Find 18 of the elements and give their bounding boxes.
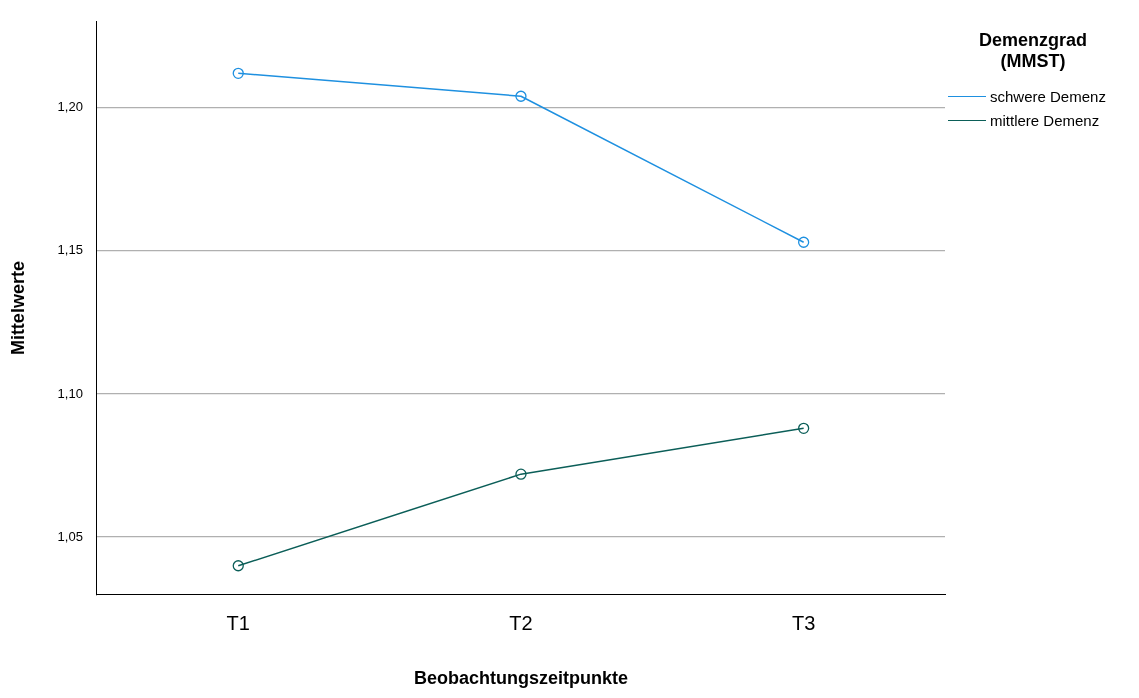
x-axis-title: Beobachtungszeitpunkte — [413, 668, 628, 689]
y-tick-label: 1,10 — [57, 385, 83, 401]
legend-title: Demenzgrad (MMST) — [978, 30, 1088, 72]
y-tick-label: 1,05 — [57, 528, 83, 544]
x-tick-label: T2 — [509, 611, 533, 634]
x-tick-label: T1 — [226, 611, 250, 634]
legend-label: mittlere Demenz — [990, 111, 1100, 129]
y-tick-label: 1,20 — [57, 99, 83, 115]
y-axis-title: Mittelwerte — [7, 261, 28, 356]
point — [515, 90, 527, 102]
y-tick-label: 1,15 — [57, 242, 83, 258]
point — [798, 422, 810, 434]
x-tick-label: T3 — [791, 611, 816, 634]
point — [232, 560, 244, 572]
point — [798, 236, 810, 248]
legend-label: schwere Demenz — [990, 87, 1106, 105]
point — [232, 67, 244, 79]
point — [515, 468, 527, 480]
